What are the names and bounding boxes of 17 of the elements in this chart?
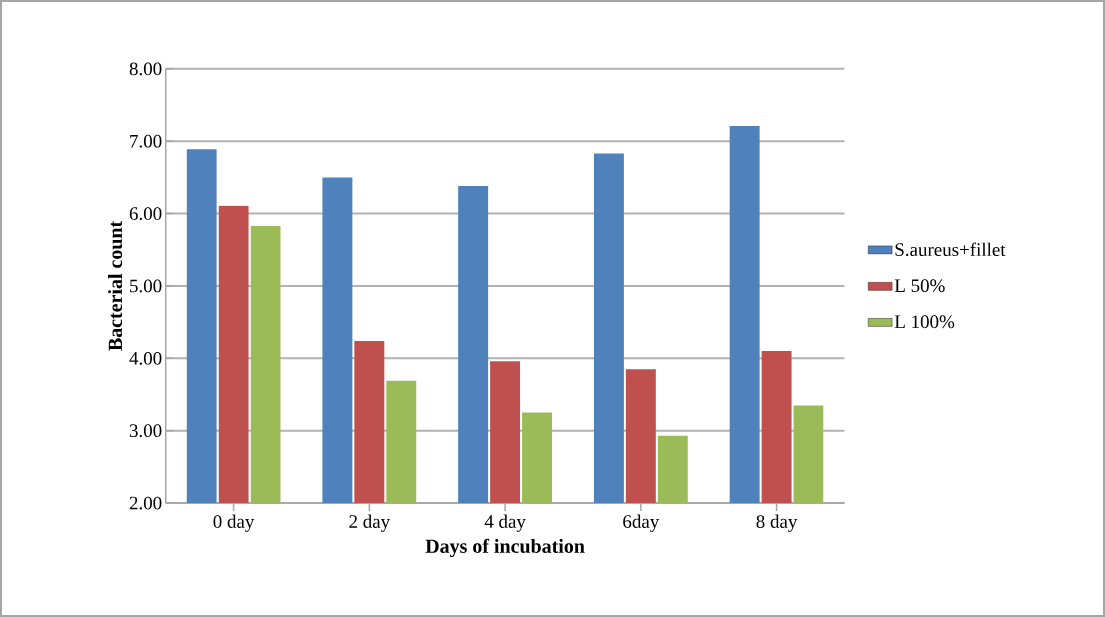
legend-label: L 50%: [894, 279, 945, 293]
y-tick-label: 4.00: [129, 351, 162, 365]
y-tick-label: 7.00: [130, 134, 162, 148]
legend-label: L 100%: [894, 315, 955, 329]
y-axis-title: Bacterial count: [108, 220, 123, 351]
x-tick-label: 2 day: [349, 514, 391, 532]
x-tick-label: 0 day: [213, 514, 255, 532]
x-axis-title: Days of incubation: [425, 538, 585, 558]
y-tick-label: 2.00: [129, 496, 162, 510]
x-tick-label: 6day: [623, 514, 660, 532]
x-tick-label: 8 day: [756, 514, 798, 532]
y-tick-label: 6.00: [129, 207, 162, 221]
y-tick-label: 5.00: [130, 279, 162, 293]
legend-label: S.aureus+fillet: [895, 242, 1006, 257]
y-tick-label: 3.00: [129, 424, 162, 438]
x-tick-label: 4 day: [484, 514, 526, 532]
y-tick-label: 8.00: [129, 62, 162, 76]
